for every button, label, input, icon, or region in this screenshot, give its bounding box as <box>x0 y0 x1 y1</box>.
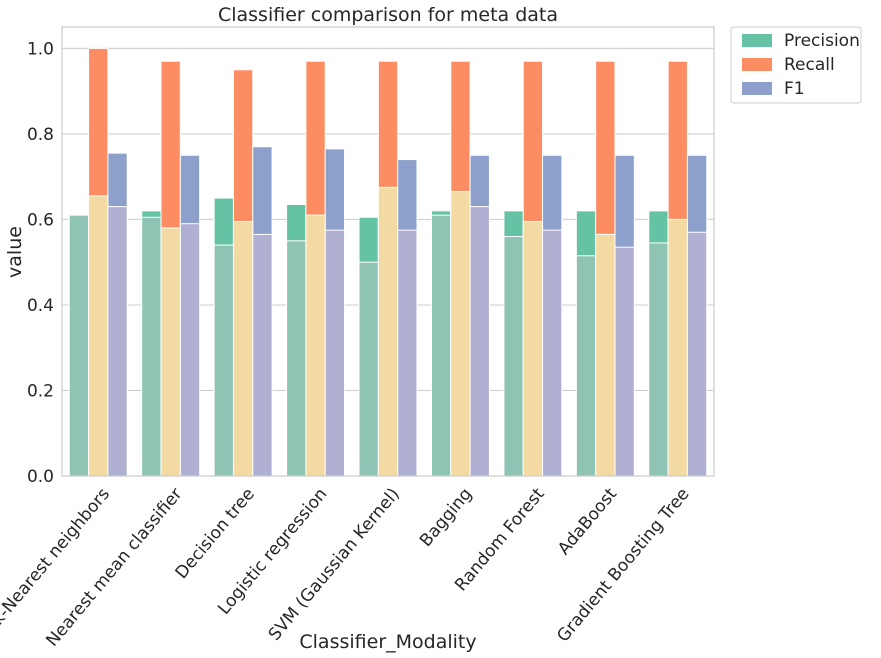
y-tick-label: 0.6 <box>27 210 54 230</box>
x-tick-label: AdaBoost <box>554 484 621 559</box>
overlay-bar <box>88 195 109 477</box>
x-axis-title: Classifier_Modality <box>299 631 476 653</box>
overlay-bar <box>68 214 90 477</box>
x-tick-label: k-Nearest neighbors <box>0 484 114 629</box>
x-tick-label: Bagging <box>416 484 476 550</box>
y-axis-title: value <box>4 226 26 278</box>
legend: Precision Recall F1 <box>730 26 862 104</box>
overlay-bar <box>141 216 162 477</box>
overlay-bar <box>232 221 254 477</box>
overlay-bar <box>450 191 471 477</box>
y-tick-labels: 0.0 0.2 0.4 0.6 0.8 1.0 <box>27 39 54 487</box>
legend-swatch-f1 <box>742 82 772 95</box>
legend-label-recall: Recall <box>784 55 835 75</box>
x-tick-label: Gradient Boosting Tree <box>553 484 693 646</box>
y-tick-label: 1.0 <box>27 39 54 59</box>
overlay-bar <box>542 229 563 477</box>
overlay-bar <box>358 261 379 477</box>
plot-frame <box>61 26 715 477</box>
overlay-bar <box>213 244 234 477</box>
overlay-bar <box>667 218 688 477</box>
overlay-bar <box>575 255 597 477</box>
overlay-bar <box>252 233 273 477</box>
overlay-bar <box>686 231 708 477</box>
overlay-bar <box>595 233 616 477</box>
legend-label-precision: Precision <box>784 31 860 51</box>
chart-title: Classifier comparison for meta data <box>218 4 558 26</box>
y-tick-label: 0.0 <box>27 467 54 487</box>
x-tick-label: Nearest mean classifier <box>42 484 186 650</box>
overlay-bar <box>522 221 544 477</box>
overlay-bar <box>469 206 490 477</box>
overlay-bar <box>397 229 418 477</box>
y-tick-label: 0.8 <box>27 125 54 145</box>
legend-swatch-precision <box>742 34 772 47</box>
y-tick-label: 0.2 <box>27 381 54 401</box>
overlay-bar <box>648 242 669 477</box>
overlay-bar <box>377 186 399 477</box>
overlay-bar <box>286 240 307 477</box>
overlay-bar <box>179 223 201 477</box>
legend-label-f1: F1 <box>784 79 805 99</box>
overlay-bar <box>160 227 181 477</box>
overlay-bar <box>503 236 524 477</box>
legend-swatch-recall <box>742 58 772 71</box>
overlay-bar <box>430 214 452 477</box>
y-tick-label: 0.4 <box>27 296 54 316</box>
x-tick-label: SVM (Gaussian Kernel) <box>265 484 404 644</box>
overlay-bar <box>305 214 326 477</box>
overlay-bar <box>107 206 128 477</box>
overlay-bar <box>324 229 346 477</box>
overlay-bar <box>614 246 635 477</box>
